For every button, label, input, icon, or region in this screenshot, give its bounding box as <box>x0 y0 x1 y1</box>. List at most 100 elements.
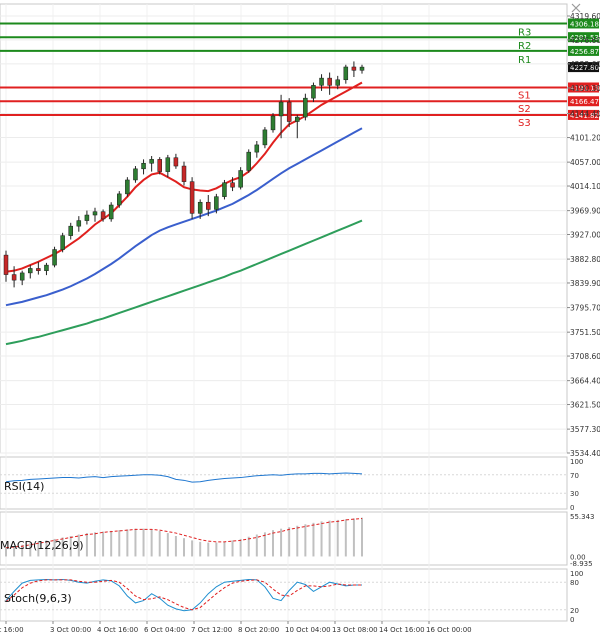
current-price-label: 4227.80 <box>570 64 599 72</box>
y-tick-label: 4014.10 <box>570 182 600 191</box>
candle-bear <box>173 157 179 167</box>
candle-bull <box>303 97 308 118</box>
y-tick-label: 4276.60 <box>570 36 600 45</box>
y-tick-label: 4101.20 <box>570 134 600 143</box>
x-tick-label: 7 Oct 12:00 <box>191 626 232 634</box>
s2-price-tag <box>568 96 599 107</box>
time-axis: 1 Oct 16:00 3 Oct 00:00 4 Oct 16:00 6 Oct 0… <box>0 621 472 634</box>
candle-bull <box>117 193 122 206</box>
candle-bear <box>100 211 106 220</box>
grid-lines <box>0 4 567 621</box>
r1-label: R1 <box>518 55 531 66</box>
candle-bull <box>92 211 98 216</box>
candle-bear <box>181 165 187 182</box>
candle-bull <box>311 85 316 99</box>
rsi-tick-label: 0 <box>570 504 574 512</box>
y-tick-label: 3927.00 <box>570 231 600 240</box>
r1-price-label: 4256.87 <box>570 48 599 56</box>
candle-bull <box>68 225 73 236</box>
ma-mid-line <box>5 127 363 307</box>
candle-bull <box>335 79 340 86</box>
y-tick-label: 3621.50 <box>570 401 600 410</box>
x-tick-label: 6 Oct 04:00 <box>144 626 185 634</box>
x-tick-label: 10 Oct 04:00 <box>285 626 331 634</box>
candle-bull <box>319 77 324 86</box>
candle-bull <box>108 204 114 220</box>
r2-label: R2 <box>518 41 531 52</box>
candle-bear <box>189 181 195 214</box>
rsi-line <box>5 472 363 483</box>
y-tick-label: 3664.40 <box>570 377 600 386</box>
candle-bull <box>343 66 349 81</box>
candle-bull <box>44 264 49 271</box>
macd-signal-line <box>5 517 363 549</box>
rsi-tick-label: 70 <box>570 472 579 480</box>
x-tick-label: 13 Oct 08:00 <box>332 626 378 634</box>
y-tick-label: 4233.60 <box>570 60 600 69</box>
x-tick-label: 8 Oct 20:00 <box>238 626 279 634</box>
r2-price-tag <box>568 32 599 43</box>
candle-bull <box>125 179 130 195</box>
main-price-panel <box>0 3 568 454</box>
price-axis: 4319.60 4276.60 4233.60 4190.30 4144.40 4101.… <box>567 12 600 458</box>
x-tick-label: 1 Oct 16:00 <box>0 626 24 634</box>
candle-bull <box>214 196 219 210</box>
candle-bull <box>246 151 251 171</box>
y-tick-label: 3751.50 <box>570 328 600 337</box>
candle-bull <box>238 170 243 188</box>
s1-label: S1 <box>518 90 531 101</box>
r3-price-label: 4306.18 <box>570 20 599 28</box>
candle-bear <box>157 159 162 172</box>
candle-bull <box>262 129 268 146</box>
macd-label: MACD(12,26,9) <box>0 539 84 552</box>
ma-slow-line <box>5 219 363 346</box>
candle-bull <box>270 115 276 131</box>
y-tick-label: 4057.00 <box>570 158 600 167</box>
candle-bear <box>206 201 211 210</box>
rsi-tick-label: 100 <box>570 458 583 466</box>
y-tick-label: 3882.80 <box>570 255 600 264</box>
candle-bull <box>19 272 25 281</box>
y-tick-label: 4319.60 <box>570 12 600 21</box>
y-tick-label: 3708.60 <box>570 352 600 361</box>
r2-price-label: 4281.53 <box>570 34 599 42</box>
candle-bear <box>286 101 292 122</box>
candle-bear <box>11 274 17 281</box>
y-tick-label: 3577.30 <box>570 425 600 434</box>
candle-bull <box>60 235 65 250</box>
candle-bull <box>149 159 154 164</box>
macd-tick-label: -8.935 <box>570 560 593 568</box>
macd-tick-label: 55.343 <box>570 513 595 521</box>
y-tick-label: 3969.90 <box>570 207 600 216</box>
stoch-label: Stoch(9,6,3) <box>4 592 72 605</box>
candle-bull <box>76 220 82 227</box>
candle-bull <box>84 214 90 221</box>
candle-bull <box>254 144 260 153</box>
moving-averages <box>5 81 363 346</box>
candle-bull <box>295 116 300 122</box>
candle-bear <box>351 66 357 71</box>
rsi-tick-label: 30 <box>570 490 579 498</box>
x-tick-label: 4 Oct 16:00 <box>97 626 138 634</box>
x-tick-label: 3 Oct 00:00 <box>50 626 91 634</box>
rsi-panel <box>0 456 568 510</box>
candle-bull <box>222 182 227 197</box>
candle-bull <box>52 249 57 266</box>
r3-label: R3 <box>518 27 531 38</box>
candle-bull <box>141 163 146 170</box>
s2-price-label: 4166.47 <box>570 98 599 106</box>
stoch-signal-line <box>5 579 362 611</box>
y-tick-label: 3534.40 <box>570 449 600 458</box>
x-tick-label: 16 Oct 00:00 <box>426 626 472 634</box>
rsi-label: RSI(14) <box>4 480 44 493</box>
stoch-tick-label: 100 <box>570 570 583 578</box>
r3-price-tag <box>568 18 599 29</box>
candle-bull <box>28 268 33 274</box>
y-tick-label: 3839.90 <box>570 279 600 288</box>
panel-close-icon[interactable] <box>571 3 581 13</box>
x-tick-label: 14 Oct 16:00 <box>379 626 425 634</box>
y-tick-label: 4190.30 <box>570 84 600 93</box>
candle-bull <box>165 157 171 172</box>
